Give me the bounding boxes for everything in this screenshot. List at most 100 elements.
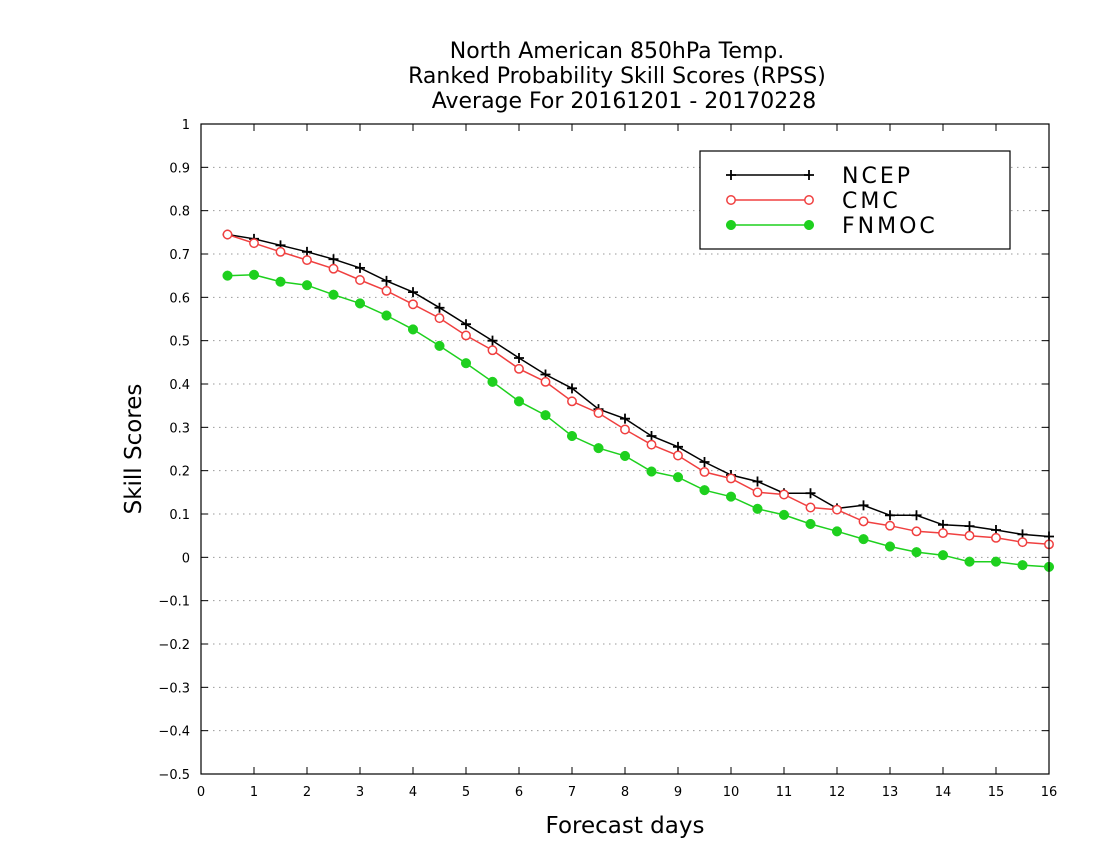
data-point-fnmoc [513,396,525,407]
data-point-fnmoc [937,550,949,561]
data-point-ncep [487,335,498,346]
chart-title-line-1: North American 850hPa Temp. [450,39,785,64]
data-point-fnmoc [805,518,816,530]
x-tick-label: 7 [568,785,576,800]
data-point-ncep [461,319,471,330]
data-point-ncep [355,262,365,273]
data-point-fnmoc [858,534,869,545]
y-tick-label: 1 [182,118,190,133]
data-point-fnmoc [619,450,631,461]
data-point-fnmoc [725,491,737,502]
x-tick-label: 6 [515,785,523,800]
data-point-cmc [222,229,233,240]
data-point-ncep [408,287,418,298]
data-point-fnmoc [699,485,710,496]
data-point-cmc [885,520,895,531]
data-point-cmc [832,504,842,515]
data-point-fnmoc [884,541,896,552]
data-point-fnmoc [1017,560,1028,571]
data-point-fnmoc [434,340,445,351]
data-point-ncep [567,383,577,394]
chart-title-line-3: Average For 20161201 - 20170228 [432,89,817,114]
legend-entry-fnmoc: FNMOC [725,214,935,239]
legend-entry-cmc: CMC [726,189,901,214]
x-tick-label: 5 [462,785,470,800]
data-point-cmc [673,450,683,461]
legend-marker-ncep [804,170,814,180]
data-point-cmc [726,473,736,484]
data-point-cmc [991,532,1001,543]
x-axis-label: Forecast days [546,813,705,839]
data-point-ncep [620,413,630,424]
y-tick-label: −0.1 [158,595,190,610]
data-point-cmc [302,255,312,266]
data-point-ncep [328,254,339,265]
y-tick-label: 0 [182,551,190,566]
data-point-fnmoc [301,280,313,291]
x-tick-label: 10 [723,785,740,800]
data-point-cmc [249,238,259,249]
x-tick-label: 4 [409,785,417,800]
legend-marker-fnmoc [803,219,815,231]
data-point-ncep [964,521,975,532]
data-point-cmc [487,345,498,356]
data-point-fnmoc [407,324,419,335]
x-tick-label: 9 [674,785,682,800]
data-point-ncep [805,488,816,499]
data-point-cmc [328,263,339,274]
legend-marker-ncep [726,170,736,180]
data-point-fnmoc [752,503,763,514]
data-point-fnmoc [964,556,975,567]
x-tick-label: 2 [303,785,311,800]
data-point-fnmoc [990,556,1002,567]
data-point-ncep [752,476,763,487]
x-tick-label: 8 [621,785,629,800]
x-tick-label: 13 [882,785,899,800]
data-point-cmc [964,530,975,541]
data-point-cmc [805,502,816,513]
x-tick-label: 16 [1041,785,1058,800]
data-point-cmc [779,489,789,500]
data-point-ncep [381,275,392,286]
data-point-fnmoc [328,289,339,300]
grid-lines [201,166,1049,732]
data-point-cmc [567,396,577,407]
data-point-fnmoc [778,509,790,520]
series-cmc [222,229,1054,550]
data-point-cmc [355,275,365,285]
data-point-ncep [911,510,922,521]
x-tick-label: 14 [935,785,952,800]
legend-label-ncep: NCEP [842,164,913,189]
y-tick-label: 0.2 [169,465,190,480]
data-point-fnmoc [831,526,843,537]
series-layer [222,229,1055,572]
y-tick-label: 0.9 [169,161,190,176]
series-line-ncep [227,233,1050,538]
data-point-ncep [885,510,895,521]
axis-ticks: −0.5 −0.4 −0.3 −0.2 −0.1 0 0.1 0.2 0.3 0.4 0.5 0.6 0… [158,118,1057,800]
legend-label-cmc: CMC [842,189,901,214]
data-point-cmc [699,467,710,477]
data-point-ncep [646,431,657,441]
x-tick-label: 15 [988,785,1005,800]
data-point-fnmoc [566,430,578,442]
data-point-fnmoc [460,358,472,369]
data-point-fnmoc [487,376,498,387]
series-line-cmc [227,233,1050,546]
data-point-fnmoc [222,270,233,281]
y-tick-label: −0.5 [158,768,190,783]
data-point-fnmoc [911,547,922,558]
data-point-cmc [858,516,869,527]
data-point-fnmoc [672,472,684,483]
data-point-fnmoc [540,410,551,421]
data-point-cmc [381,285,392,296]
data-point-cmc [752,487,763,498]
series-ncep [222,229,1054,542]
data-point-cmc [646,439,657,450]
data-point-ncep [514,353,524,363]
data-point-fnmoc [354,298,366,309]
chart-title: North American 850hPa Temp. Ranked Proba… [408,39,826,114]
data-point-ncep [858,500,869,511]
data-point-cmc [1017,537,1028,548]
